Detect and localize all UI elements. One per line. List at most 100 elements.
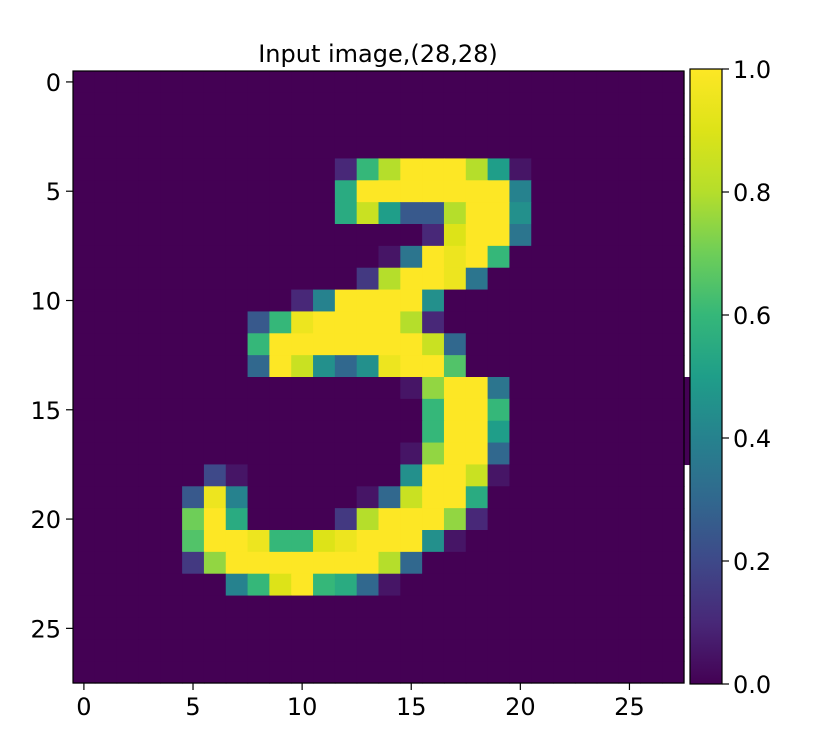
heatmap-cell: [596, 71, 620, 94]
heatmap-cell: [596, 180, 620, 203]
heatmap-cell: [487, 420, 511, 444]
heatmap-cell: [160, 224, 183, 247]
heatmap-cell: [618, 661, 641, 684]
heatmap-cell: [662, 661, 685, 684]
heatmap-cell: [422, 92, 445, 116]
heatmap-cell: [269, 180, 292, 203]
heatmap-cell: [465, 573, 489, 597]
heatmap-cell: [356, 333, 380, 356]
heatmap-cell: [116, 289, 140, 313]
heatmap-cell: [574, 71, 598, 94]
heatmap-cell: [553, 551, 576, 575]
heatmap-cell: [531, 639, 554, 662]
heatmap-cell: [487, 136, 511, 160]
heatmap-cell: [574, 486, 598, 509]
heatmap-cell: [356, 486, 380, 509]
heatmap-cell: [422, 442, 445, 466]
heatmap-cell: [225, 355, 249, 378]
heatmap-cell: [531, 114, 554, 138]
heatmap-cell: [94, 661, 118, 684]
heatmap-cell: [574, 442, 598, 466]
heatmap-cell: [247, 355, 270, 378]
heatmap-cell: [487, 355, 511, 378]
colorbar-tick-label: 0.4: [733, 425, 771, 453]
heatmap-cell: [203, 202, 227, 225]
heatmap-cell: [553, 224, 576, 247]
heatmap-cell: [291, 639, 314, 662]
heatmap-cell: [182, 486, 205, 509]
heatmap-cell: [596, 661, 620, 684]
heatmap-cell: [356, 245, 380, 269]
heatmap-cell: [203, 267, 227, 291]
heatmap-cell: [400, 202, 423, 225]
heatmap-cell: [596, 530, 620, 553]
heatmap-cell: [465, 398, 489, 422]
heatmap-cell: [618, 136, 641, 160]
heatmap-cell: [116, 573, 140, 597]
heatmap-cell: [356, 377, 380, 400]
heatmap-cell: [94, 289, 118, 313]
heatmap-cell: [94, 508, 118, 531]
heatmap-cell: [356, 311, 380, 334]
heatmap-cell: [182, 289, 205, 313]
heatmap-cell: [94, 464, 118, 487]
heatmap-cell: [509, 573, 532, 597]
heatmap-cell: [291, 202, 314, 225]
heatmap-cell: [356, 639, 380, 662]
heatmap-cell: [116, 202, 140, 225]
heatmap-cell: [160, 180, 183, 203]
heatmap-cell: [291, 92, 314, 116]
heatmap-cell: [443, 420, 467, 444]
heatmap-cell: [160, 464, 183, 487]
heatmap-cell: [640, 355, 663, 378]
heatmap-cell: [247, 530, 270, 553]
heatmap-cell: [487, 573, 511, 597]
heatmap-cell: [247, 442, 270, 466]
heatmap-cell: [400, 639, 423, 662]
heatmap-cell: [291, 311, 314, 334]
heatmap-cell: [160, 573, 183, 597]
heatmap-cell: [553, 71, 576, 94]
heatmap-cell: [269, 245, 292, 269]
heatmap-cell: [509, 442, 532, 466]
heatmap-cell: [618, 92, 641, 116]
heatmap-cell: [618, 639, 641, 662]
heatmap-cell: [574, 355, 598, 378]
heatmap-cell: [422, 202, 445, 225]
heatmap-cell: [73, 311, 96, 334]
heatmap-cell: [73, 617, 96, 640]
heatmap-cell: [138, 617, 161, 640]
heatmap-cell: [225, 158, 249, 181]
heatmap-cell: [203, 464, 227, 487]
heatmap-cell: [531, 508, 554, 531]
heatmap-cell: [640, 180, 663, 203]
heatmap-cell: [247, 617, 270, 640]
heatmap-cell: [531, 92, 554, 116]
heatmap-cell: [73, 595, 96, 619]
heatmap-cell: [465, 311, 489, 334]
heatmap-cell: [138, 180, 161, 203]
heatmap-cell: [313, 92, 336, 116]
y-tick-label: 5: [46, 178, 61, 206]
heatmap-cell: [334, 486, 358, 509]
heatmap-cell: [291, 508, 314, 531]
heatmap-cell: [465, 180, 489, 203]
heatmap-cell: [203, 617, 227, 640]
heatmap-cell: [553, 92, 576, 116]
heatmap-cell: [203, 486, 227, 509]
heatmap-cell: [73, 224, 96, 247]
heatmap-cell: [116, 617, 140, 640]
heatmap-cell: [225, 486, 249, 509]
heatmap-cell: [334, 595, 358, 619]
heatmap-cell: [400, 333, 423, 356]
heatmap-cell: [203, 224, 227, 247]
heatmap-cell: [443, 486, 467, 509]
heatmap-cell: [378, 661, 401, 684]
heatmap-cell: [378, 377, 401, 400]
y-tick-label: 15: [30, 397, 61, 425]
heatmap-cell: [465, 595, 489, 619]
heatmap-cell: [487, 398, 511, 422]
heatmap-cell: [203, 158, 227, 181]
heatmap-cell: [334, 158, 358, 181]
